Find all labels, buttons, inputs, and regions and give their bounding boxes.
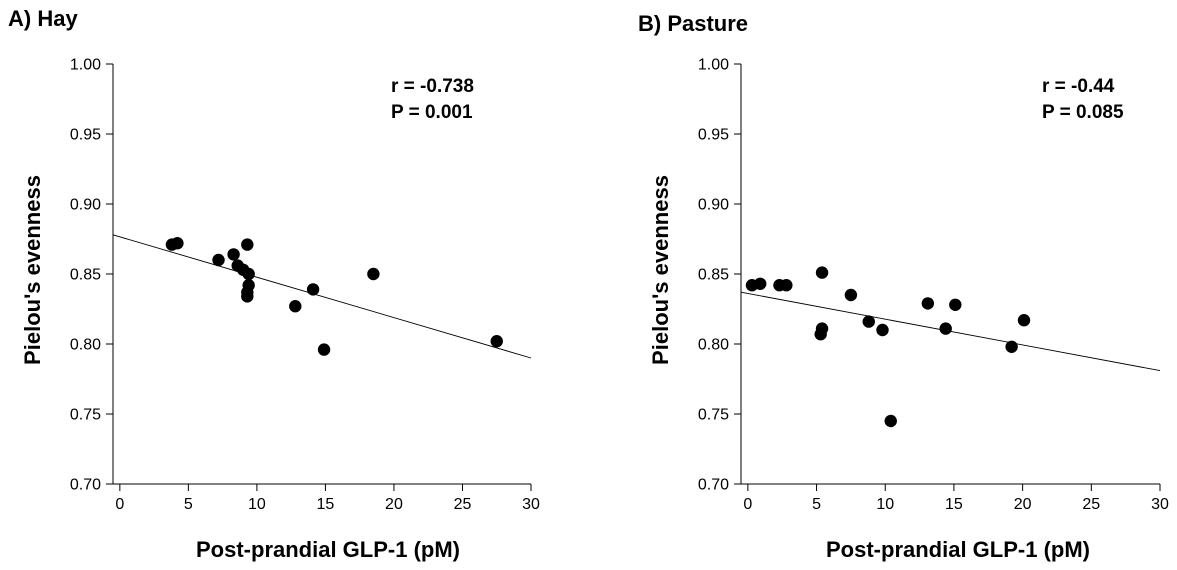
data-point (1005, 340, 1018, 353)
y-tick-label: 0.80 (70, 337, 101, 354)
data-point (754, 277, 767, 290)
x-tick-label: 10 (876, 496, 894, 513)
data-points (745, 266, 1031, 428)
data-point (212, 253, 225, 267)
panel-title: A) Hay (8, 6, 78, 31)
data-point (289, 300, 302, 313)
y-axis-label: Pielou's evenness (20, 175, 45, 365)
y-tick-label: 0.90 (698, 197, 729, 214)
r-annotation: r = -0.44 (1042, 76, 1115, 97)
data-point (306, 283, 320, 296)
data-point (241, 238, 254, 251)
y-ticks: 0.70 0.75 0.80 0.85 0.90 0.95 1.00 (698, 57, 741, 494)
data-point (227, 248, 240, 261)
data-point (876, 323, 889, 337)
y-ticks: 0.70 0.75 0.80 0.85 0.90 0.95 1.00 (70, 57, 113, 494)
data-point (939, 322, 952, 335)
y-tick-label: 0.85 (698, 267, 729, 284)
x-tick-label: 5 (184, 496, 193, 513)
x-axis-label: Post-prandial GLP-1 (pM) (826, 537, 1090, 562)
x-ticks: 0 5 10 15 20 25 30 (743, 484, 1169, 513)
x-tick-label: 10 (248, 496, 266, 513)
y-tick-label: 1.00 (70, 57, 101, 74)
data-point (815, 266, 829, 279)
data-point (317, 343, 331, 356)
data-point (844, 288, 858, 302)
panel-b-pasture: B) Pasture Pielou's evenness Post-prandi… (638, 11, 1169, 562)
panel-title: B) Pasture (638, 11, 748, 36)
y-axis-label: Pielou's evenness (648, 175, 673, 365)
y-tick-label: 0.75 (70, 407, 101, 424)
x-tick-label: 15 (317, 496, 335, 513)
regression-line (112, 234, 532, 359)
y-tick-label: 0.95 (698, 127, 729, 144)
x-tick-label: 25 (454, 496, 472, 513)
y-tick-label: 0.70 (698, 477, 729, 494)
p-annotation: P = 0.085 (1042, 102, 1124, 123)
y-tick-label: 0.95 (70, 127, 101, 144)
x-tick-label: 0 (743, 496, 752, 513)
data-point (1017, 314, 1031, 327)
x-tick-label: 15 (945, 496, 963, 513)
data-point (367, 267, 380, 281)
data-point (780, 279, 793, 292)
y-tick-label: 0.70 (70, 477, 101, 494)
x-ticks: 0 5 10 15 20 25 30 (115, 484, 540, 513)
r-annotation: r = -0.738 (391, 76, 474, 97)
data-point (884, 414, 897, 428)
x-tick-label: 30 (522, 496, 540, 513)
data-point (921, 297, 935, 310)
x-tick-label: 20 (1014, 496, 1032, 513)
y-tick-label: 0.90 (70, 197, 101, 214)
data-point (242, 267, 255, 281)
p-annotation: P = 0.001 (391, 102, 473, 123)
data-point (862, 315, 875, 328)
regression-line-group (112, 234, 532, 359)
data-point (171, 237, 184, 250)
data-point (490, 335, 503, 348)
data-points (165, 237, 503, 356)
y-tick-label: 0.85 (70, 267, 101, 284)
x-tick-label: 0 (115, 496, 124, 513)
y-tick-label: 0.75 (698, 407, 729, 424)
x-axis-label: Post-prandial GLP-1 (pM) (196, 537, 460, 562)
data-point (241, 290, 254, 303)
x-tick-label: 20 (385, 496, 403, 513)
x-tick-label: 30 (1151, 496, 1169, 513)
data-point (949, 298, 962, 311)
y-tick-label: 0.80 (698, 337, 729, 354)
data-point (814, 328, 827, 341)
y-tick-label: 1.00 (698, 57, 729, 74)
x-tick-label: 25 (1082, 496, 1100, 513)
x-tick-label: 5 (812, 496, 821, 513)
panel-a-hay: A) Hay Pielou's evenness Post-prandial G… (8, 6, 540, 562)
